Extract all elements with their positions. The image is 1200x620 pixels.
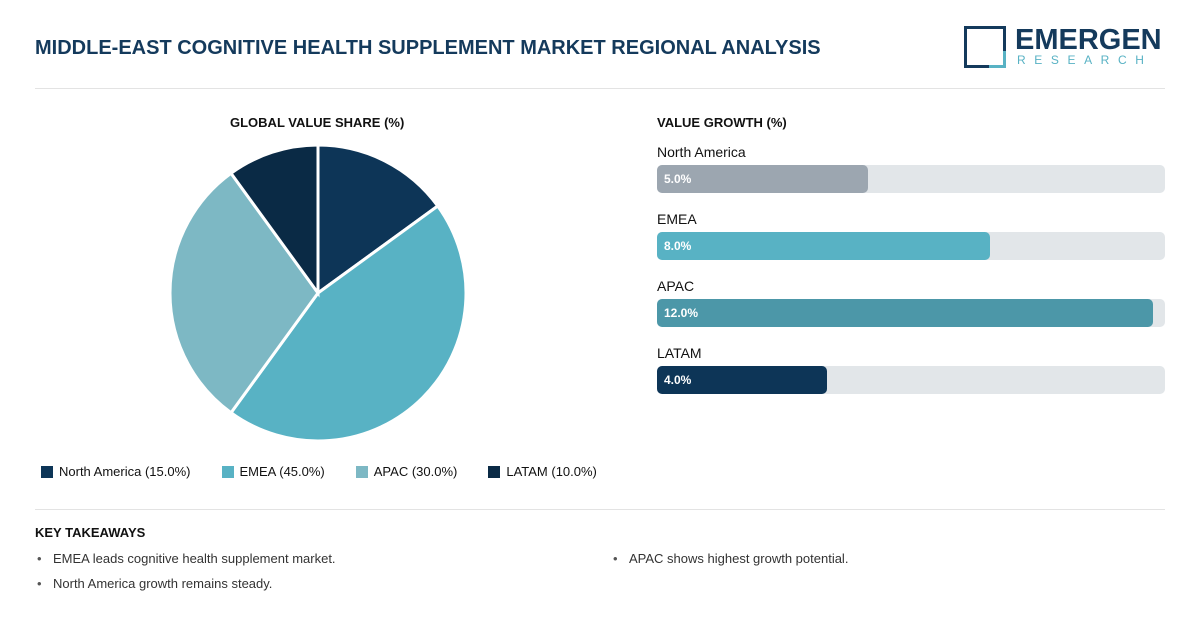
bar-row: APAC 12.0% bbox=[657, 278, 1165, 345]
takeaway-item: APAC shows highest growth potential. bbox=[613, 551, 848, 566]
bar-value-label: 12.0% bbox=[664, 306, 699, 320]
logo-text: EMERGEN bbox=[1015, 24, 1162, 56]
bar-row: EMEA 8.0% bbox=[657, 211, 1165, 278]
bar-value-label: 8.0% bbox=[664, 239, 692, 253]
legend-label: LATAM (10.0%) bbox=[506, 464, 597, 479]
divider bbox=[35, 509, 1165, 510]
bar-category-label: North America bbox=[657, 144, 746, 160]
bar-row: North America 5.0% bbox=[657, 144, 1165, 211]
pie-slice-emea bbox=[228, 203, 468, 443]
takeaway-item: North America growth remains steady. bbox=[37, 576, 272, 591]
pie-slice-apac bbox=[168, 171, 320, 415]
bar-track: 8.0% bbox=[657, 232, 1165, 260]
logo-subtext: RESEARCH bbox=[1017, 53, 1153, 67]
legend-swatch bbox=[221, 465, 234, 478]
pie-slice-latam bbox=[228, 143, 320, 298]
bar-track: 5.0% bbox=[657, 165, 1165, 193]
takeaway-item: EMEA leads cognitive health supplement m… bbox=[37, 551, 336, 566]
legend-label: North America (15.0%) bbox=[59, 464, 191, 479]
pie-slice-north-america bbox=[316, 143, 440, 296]
bar-fill: 8.0% bbox=[657, 232, 991, 260]
legend-item: EMEA (45.0%) bbox=[221, 464, 325, 479]
bar-category-label: APAC bbox=[657, 278, 695, 294]
legend-swatch bbox=[488, 465, 501, 478]
growth-bars: North America 5.0% EMEA 8.0% APAC 12.0% LATAM 4… bbox=[657, 144, 1165, 412]
bar-fill: 4.0% bbox=[657, 366, 828, 394]
legend-label: APAC (30.0%) bbox=[373, 464, 458, 479]
legend-swatch bbox=[41, 465, 53, 478]
legend-label: EMEA (45.0%) bbox=[239, 464, 325, 479]
pie-chart bbox=[168, 143, 468, 443]
pie-legend: North America (15.0%) EMEA (45.0%) APAC (3… bbox=[41, 464, 628, 479]
bar-title: VALUE GROWTH (%) bbox=[657, 115, 787, 130]
bar-category-label: LATAM bbox=[657, 345, 702, 361]
pie-title: GLOBAL VALUE SHARE (%) bbox=[230, 115, 405, 130]
bar-value-label: 5.0% bbox=[664, 172, 692, 186]
logo-square-icon bbox=[964, 26, 1006, 68]
legend-item: APAC (30.0%) bbox=[355, 464, 458, 479]
bar-track: 4.0% bbox=[657, 366, 1165, 394]
emergen-research-logo: EMERGEN RESEARCH bbox=[962, 24, 1162, 72]
takeaways-heading: KEY TAKEAWAYS bbox=[35, 525, 146, 540]
divider bbox=[35, 88, 1165, 89]
legend-item: LATAM (10.0%) bbox=[488, 464, 597, 479]
bar-row: LATAM 4.0% bbox=[657, 345, 1165, 412]
bar-category-label: EMEA bbox=[657, 211, 697, 227]
legend-item: North America (15.0%) bbox=[41, 464, 191, 479]
bar-track: 12.0% bbox=[657, 299, 1165, 327]
bar-fill: 12.0% bbox=[657, 299, 1153, 327]
bar-value-label: 4.0% bbox=[664, 373, 692, 387]
bar-fill: 5.0% bbox=[657, 165, 868, 193]
page-title: MIDDLE-EAST COGNITIVE HEALTH SUPPLEMENT … bbox=[35, 37, 821, 59]
legend-swatch bbox=[355, 465, 368, 478]
